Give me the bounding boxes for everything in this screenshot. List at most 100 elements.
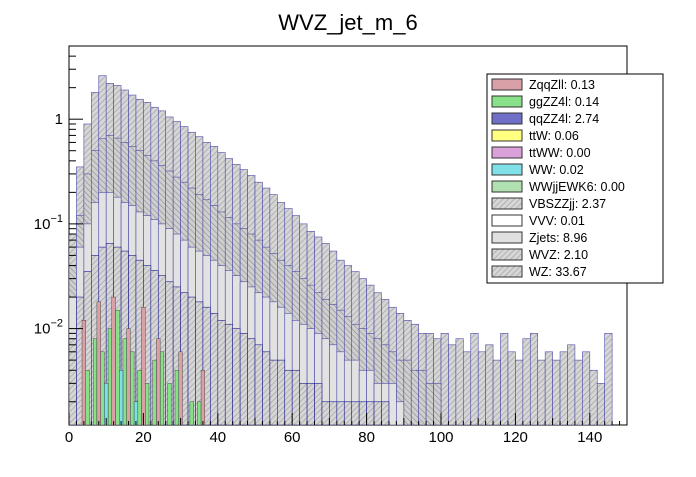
bar-zqqzll [81, 320, 86, 425]
legend-swatch [491, 78, 523, 91]
legend-swatch [491, 163, 523, 176]
y-tick-label: 10−2 [34, 318, 63, 338]
bar-wz [440, 333, 449, 425]
legend-label: WZ: 33.67 [529, 265, 587, 279]
bar-wz [559, 351, 568, 425]
bar-ggzz4l [107, 328, 112, 425]
legend-label: Zjets: 8.96 [529, 231, 587, 245]
bar-qqzz4l [262, 351, 271, 425]
bar-ggzz4l [137, 370, 142, 425]
bar-wvz [403, 359, 412, 425]
y-tick-label: 10−1 [34, 213, 63, 233]
bar-wz [492, 359, 501, 425]
bar-ggzz4l [152, 359, 157, 425]
bar-ggzz4l [122, 338, 127, 425]
legend: ZqqZll: 0.13 ggZZ4l: 0.14 qqZZ4l: 2.74 ttW:… [486, 73, 664, 284]
bar-wz [500, 333, 509, 425]
bar-ggzz4l [167, 383, 172, 425]
y-axis: 10−2 10−1 1 [34, 45, 83, 403]
bar-ggzz4l [145, 383, 150, 425]
legend-label: WVZ: 2.10 [529, 248, 588, 262]
bar-qqzz4l [277, 359, 286, 425]
series-ggzz4l [85, 309, 202, 425]
bar-wvz [425, 383, 434, 425]
legend-box [486, 73, 664, 284]
bar-ggzz4l [197, 401, 202, 425]
bar-wz [574, 359, 583, 425]
bar-qqzz4l [291, 369, 300, 425]
series-zqqzll [81, 296, 205, 425]
bar-wvz [433, 383, 442, 425]
bar-qqzz4l [366, 401, 375, 425]
bar-wz [463, 351, 472, 425]
bar-qqzz4l [381, 401, 390, 425]
bar-qqzz4l [321, 401, 330, 425]
bar-wvz [410, 369, 419, 425]
bar-qqzz4l [239, 333, 248, 425]
legend-swatch [491, 197, 523, 210]
series-ww [104, 370, 139, 425]
bar-wz [544, 351, 553, 425]
legend-swatch [491, 214, 523, 227]
bar-ggzz4l [100, 351, 105, 425]
legend-label: ttWW: 0.00 [529, 146, 591, 160]
bar-wz [589, 369, 598, 425]
bar-ggzz4l [85, 370, 90, 425]
bar-zqqzll [111, 296, 116, 425]
legend-label: WW: 0.02 [529, 163, 584, 177]
bar-wz [477, 351, 486, 425]
bar-qqzz4l [210, 312, 219, 425]
x-tick-label: 60 [284, 429, 301, 446]
bar-zjets [388, 383, 397, 425]
bar-wz [455, 338, 464, 425]
bar-zqqzll [141, 307, 146, 425]
x-tick-label: 40 [209, 429, 226, 446]
legend-swatch [491, 231, 523, 244]
bar-ggzz4l [130, 351, 135, 425]
bar-qqzz4l [232, 328, 241, 425]
bar-qqzz4l [217, 319, 226, 425]
bar-qqzz4l [343, 401, 353, 425]
bar-wz [567, 344, 576, 425]
bar-qqzz4l [269, 359, 278, 425]
bar-qqzz4l [224, 323, 233, 425]
bar-qqzz4l [284, 369, 293, 425]
legend-swatch [491, 248, 523, 261]
bar-qqzz4l [299, 383, 308, 425]
x-tick-label: 80 [358, 429, 375, 446]
bar-zjets [396, 401, 405, 425]
series-qqzz4l [69, 243, 390, 425]
bar-wz [485, 344, 494, 425]
bar-zqqzll [126, 328, 131, 425]
bar-zqqzll [156, 338, 161, 425]
bar-wz [552, 359, 561, 425]
chart-title: WVZ_jet_m_6 [278, 10, 417, 35]
bar-ggzz4l [115, 309, 120, 425]
bar-wz [537, 359, 546, 425]
bar-qqzz4l [351, 401, 360, 425]
bar-qqzz4l [373, 401, 382, 425]
legend-swatch [491, 180, 523, 193]
legend-swatch [491, 265, 523, 278]
bar-zqqzll [200, 370, 205, 425]
x-tick-label: 120 [503, 429, 528, 446]
legend-label: VBSZZjj: 2.37 [529, 197, 606, 211]
bar-ggzz4l [92, 338, 98, 425]
x-tick-label: 140 [577, 429, 602, 446]
bar-wvz [418, 369, 427, 425]
legend-label: WWjjEWK6: 0.00 [529, 180, 625, 194]
histogram-bars [69, 75, 613, 425]
bar-ggzz4l [189, 401, 194, 425]
bar-ggzz4l [159, 351, 165, 425]
bar-wz [515, 359, 524, 425]
bar-qqzz4l [306, 383, 315, 425]
bar-qqzz4l [329, 401, 338, 425]
bar-wz [604, 333, 613, 425]
bar-qqzz4l [336, 401, 345, 425]
bar-zqqzll [178, 351, 183, 425]
legend-label: qqZZ4l: 2.74 [529, 112, 599, 126]
legend-swatch [491, 95, 523, 108]
legend-label: VVV: 0.01 [529, 214, 585, 228]
